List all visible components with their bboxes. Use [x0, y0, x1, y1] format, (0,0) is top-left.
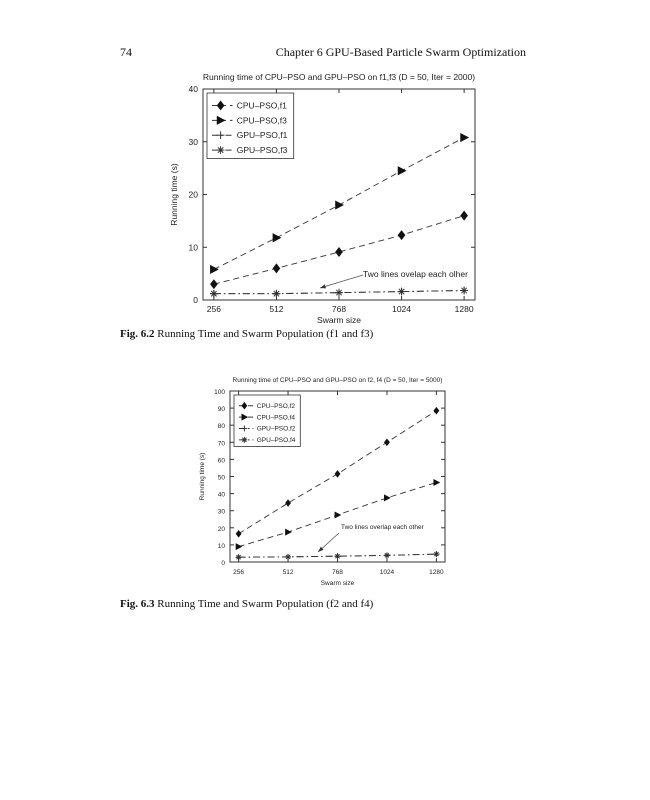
y-tick-label: 40	[218, 492, 226, 499]
series-line-3	[238, 553, 437, 558]
marker-asterisk	[272, 289, 281, 298]
y-axis-label: Running time (s)	[169, 163, 179, 226]
marker-triangle	[335, 200, 344, 210]
marker-triangle	[285, 528, 292, 536]
figure-caption-6-2: Fig. 6.2 Running Time and Swarm Populati…	[120, 328, 373, 340]
y-tick-label: 90	[218, 406, 226, 413]
y-tick-label: 20	[189, 190, 199, 200]
y-tick-label: 10	[218, 543, 226, 550]
figure-label: Fig. 6.2	[120, 328, 155, 340]
figure-label: Fig. 6.3	[120, 598, 155, 610]
y-tick-label: 30	[189, 137, 199, 147]
y-tick-label: 80	[218, 423, 226, 430]
x-axis-label: Swarm size	[321, 580, 355, 587]
chart-title: Running time of CPU–PSO and GPU–PSO on f…	[233, 377, 443, 384]
series-line-0	[213, 215, 465, 285]
marker-triangle	[334, 511, 342, 519]
marker-triangle	[210, 264, 219, 274]
marker-asterisk	[235, 554, 242, 561]
y-axis-label: Running time (s)	[199, 453, 206, 501]
marker-asterisk	[216, 146, 225, 154]
marker-diamond	[433, 406, 440, 415]
marker-diamond	[334, 470, 341, 478]
x-tick-label: 256	[233, 569, 244, 576]
x-tick-label: 768	[332, 304, 346, 314]
x-tick-label: 1024	[392, 304, 411, 314]
y-tick-label: 60	[218, 457, 226, 464]
marker-asterisk	[433, 551, 440, 558]
marker-asterisk	[210, 289, 218, 298]
marker-triangle	[384, 494, 391, 502]
figure-caption-text: Running Time and Swarm Population (f1 an…	[157, 328, 374, 340]
legend-entry: GPU–PSO,f2	[257, 426, 296, 433]
y-tick-label: 10	[189, 242, 199, 252]
marker-asterisk	[241, 436, 248, 443]
marker-triangle	[460, 132, 470, 143]
legend-entry: CPU–PSO,f2	[257, 403, 296, 410]
figure-caption-6-3: Fig. 6.3 Running Time and Swarm Populati…	[120, 598, 373, 610]
marker-diamond	[272, 263, 281, 274]
legend-entry: GPU–PSO,f3	[237, 145, 288, 155]
marker-asterisk	[285, 553, 291, 560]
marker-asterisk	[334, 553, 341, 560]
marker-diamond	[241, 401, 248, 410]
y-tick-label: 30	[218, 509, 226, 516]
marker-triangle	[216, 115, 226, 125]
marker-asterisk	[460, 286, 468, 295]
marker-triangle	[433, 478, 441, 486]
marker-plus	[241, 425, 248, 432]
x-tick-label: 512	[269, 304, 283, 314]
marker-diamond	[397, 230, 406, 241]
series-line-3	[213, 290, 465, 295]
chart-title: Running time of CPU–PSO and GPU–PSO on f…	[203, 72, 475, 82]
figure-caption-text: Running Time and Swarm Population (f2 an…	[157, 598, 374, 610]
legend-entry: GPU–PSO,f1	[237, 130, 288, 140]
legend-entry: GPU–PSO,f4	[257, 437, 296, 444]
legend-entry: CPU–PSO,f4	[257, 414, 296, 421]
y-tick-label: 100	[214, 389, 225, 396]
x-tick-label: 1024	[380, 569, 395, 576]
marker-plus	[216, 131, 225, 140]
marker-triangle	[272, 233, 282, 243]
legend-entry: CPU–PSO,f3	[237, 115, 287, 125]
marker-diamond	[384, 438, 390, 447]
y-tick-label: 0	[221, 560, 225, 567]
y-tick-label: 20	[218, 526, 226, 533]
arrow-head	[318, 546, 324, 552]
marker-asterisk	[335, 288, 343, 297]
arrow-head	[320, 284, 326, 289]
marker-diamond	[235, 529, 242, 538]
running-head: Chapter 6 GPU-Based Particle Swarm Optim…	[275, 45, 526, 59]
y-tick-label: 0	[193, 295, 198, 305]
annotation-text: Two lines overlap each other	[341, 524, 425, 531]
marker-diamond	[285, 499, 291, 507]
marker-diamond	[210, 279, 218, 290]
annotation-arrow	[319, 274, 364, 289]
x-tick-label: 512	[283, 569, 294, 576]
marker-diamond	[216, 100, 225, 111]
legend-entry: CPU–PSO,f1	[237, 100, 287, 110]
marker-asterisk	[397, 287, 406, 296]
marker-triangle	[241, 413, 249, 421]
annotation-text: Two lines ovelap each olher	[363, 269, 468, 279]
y-tick-label: 50	[218, 475, 226, 482]
marker-triangle	[235, 543, 243, 551]
x-tick-label: 768	[332, 569, 343, 576]
x-tick-label: 256	[207, 304, 221, 314]
page-number: 74	[120, 45, 132, 59]
marker-diamond	[460, 210, 468, 221]
y-tick-label: 70	[218, 440, 226, 447]
x-tick-label: 1280	[455, 304, 474, 314]
marker-diamond	[335, 247, 343, 257]
x-tick-label: 1280	[429, 569, 444, 576]
x-axis-label: Swarm size	[317, 315, 361, 325]
y-tick-label: 40	[189, 84, 199, 94]
marker-asterisk	[384, 552, 390, 559]
marker-triangle	[397, 166, 407, 176]
